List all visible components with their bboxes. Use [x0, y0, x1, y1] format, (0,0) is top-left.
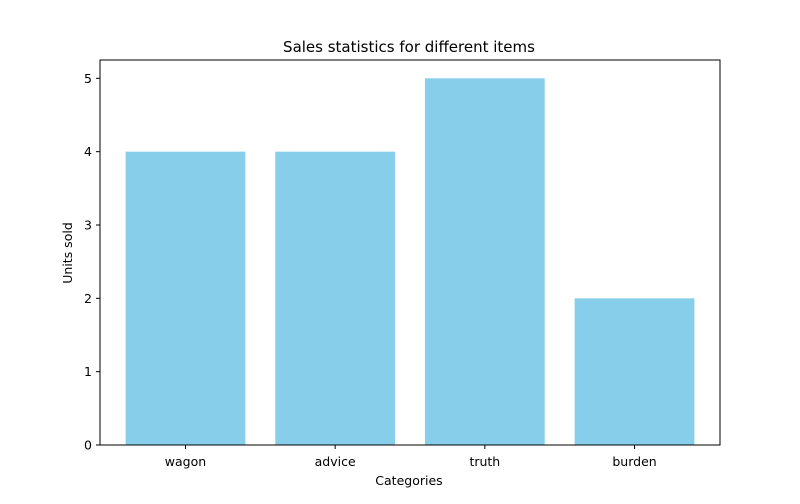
y-axis-label: Units sold: [60, 222, 75, 284]
x-tick-label: wagon: [165, 454, 206, 469]
bar-wagon: [125, 151, 246, 445]
chart-title: Sales statistics for different items: [283, 38, 535, 56]
y-tick-label: 1: [84, 364, 92, 379]
x-axis-label: Categories: [375, 473, 442, 488]
x-tick-label: burden: [612, 454, 656, 469]
y-ticks-group: 0 1 2 3 4 5: [84, 71, 100, 453]
x-ticks-group: wagon advice truth burden: [165, 445, 657, 469]
y-tick-label: 0: [84, 438, 92, 453]
x-tick-label: advice: [315, 454, 356, 469]
bar-truth: [424, 78, 545, 445]
bars-group: [125, 78, 695, 445]
y-tick-label: 3: [84, 218, 92, 233]
y-tick-label: 4: [84, 144, 92, 159]
y-tick-label: 5: [84, 71, 92, 86]
bar-advice: [275, 151, 396, 445]
bar-burden: [574, 298, 695, 445]
y-tick-label: 2: [84, 291, 92, 306]
plot-frame: [99, 59, 721, 446]
x-tick-label: truth: [469, 454, 500, 469]
